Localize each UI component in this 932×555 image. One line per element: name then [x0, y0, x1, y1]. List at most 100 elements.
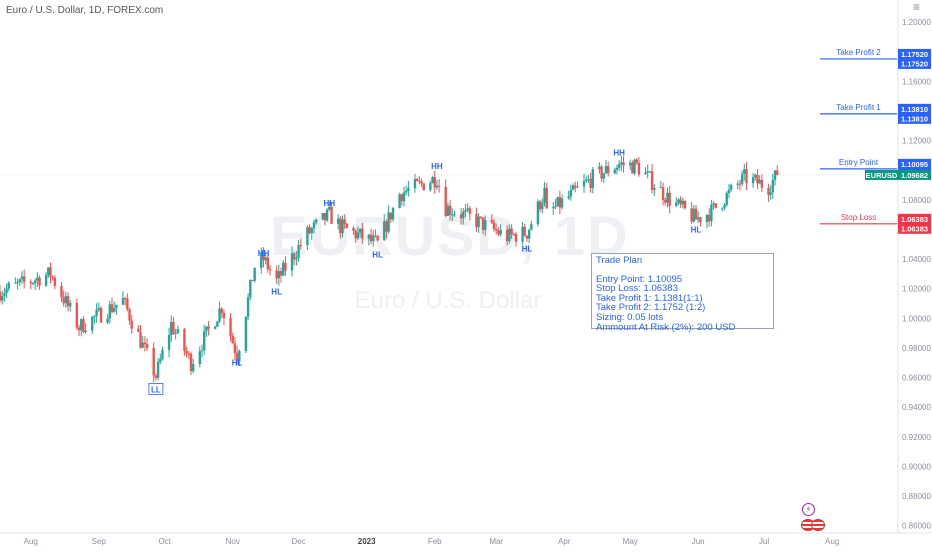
candle-body	[0, 296, 4, 301]
candle-body	[95, 309, 98, 317]
candle-body	[591, 169, 595, 188]
level-label: Stop Loss	[841, 213, 877, 222]
candle-body	[268, 269, 272, 271]
candle-body	[389, 212, 393, 220]
candle-body	[84, 330, 87, 333]
candle-body	[282, 262, 285, 276]
candle-body	[448, 205, 452, 215]
price-tick-label: 1.12000	[902, 137, 931, 146]
candle-body	[222, 312, 226, 319]
candle-body	[156, 361, 160, 378]
candle-body	[192, 363, 195, 372]
candle-body	[233, 343, 237, 354]
bolt-icon[interactable]: ⚡	[802, 503, 815, 516]
candle-body	[479, 216, 483, 218]
candle-body	[646, 171, 649, 173]
candle-body	[218, 308, 221, 322]
candle-body	[383, 221, 386, 241]
candle-body	[220, 308, 223, 313]
candle-body	[560, 198, 564, 208]
badge-background	[898, 48, 931, 69]
candle-body	[582, 181, 586, 187]
pivot-label: HL	[522, 245, 533, 254]
candle-body	[510, 228, 513, 235]
candle-body	[433, 177, 436, 188]
candle-body	[275, 270, 278, 279]
price-tick-label: 0.88000	[902, 492, 931, 501]
candle-body	[128, 309, 131, 321]
price-axis[interactable]: 0.86000 0.88000 0.90000 0.92000 0.94000 0.960…	[897, 0, 931, 533]
candle-body	[189, 353, 193, 372]
menu-icon[interactable]: ≡	[912, 0, 920, 14]
candle-body	[556, 197, 559, 207]
trade-plan-line: Sizing: 0.05 lots	[596, 311, 664, 323]
candle-body	[740, 173, 744, 184]
candle-body	[216, 321, 219, 327]
last-price-value: 1.09682	[901, 171, 928, 180]
candle-body	[112, 308, 116, 312]
candle-body	[745, 169, 748, 184]
candle-body	[648, 171, 652, 173]
pivot-box	[148, 382, 164, 395]
time-tick-label: Feb	[428, 537, 442, 546]
candle-body	[369, 234, 373, 242]
price-tick-label: 1.00000	[902, 314, 931, 323]
candle-body	[666, 192, 669, 203]
us-flag-icon[interactable]	[811, 519, 825, 531]
candle-body	[97, 307, 101, 310]
candle-body	[123, 298, 127, 300]
candle-body	[18, 279, 21, 283]
price-tick-label: 1.02000	[902, 285, 931, 294]
pivot-label: HH	[613, 148, 625, 157]
candle-body	[758, 179, 761, 184]
candle-body	[106, 318, 109, 323]
price-tick-label: 1.16000	[902, 77, 931, 86]
candle-body	[279, 271, 283, 276]
candle-body	[310, 228, 313, 234]
time-tick-label: Jul	[759, 537, 769, 546]
level-label: Entry Point	[839, 158, 879, 167]
time-tick-label: Oct	[158, 537, 171, 546]
candle-body	[391, 207, 395, 220]
candle-body	[771, 179, 775, 193]
badge-price: 1.06383	[901, 224, 928, 233]
candle-body	[297, 245, 300, 258]
price-tick-label: 1.08000	[902, 196, 931, 205]
badge-price: 1.06383	[901, 215, 928, 224]
price-tick-label: 0.86000	[902, 522, 931, 531]
candle-body	[707, 214, 711, 222]
candle-body	[664, 199, 667, 203]
candle-body	[244, 316, 248, 351]
time-axis[interactable]: Aug Sep Oct Nov Dec 2023 Feb Mar Apr May Jun Jul Aug	[0, 532, 932, 546]
candle-body	[82, 319, 85, 333]
candlestick-series	[0, 155, 779, 383]
candle-body	[675, 202, 678, 206]
candle-body	[538, 201, 542, 210]
candle-body	[415, 179, 419, 181]
candle-body	[679, 199, 682, 205]
candle-body	[776, 170, 779, 176]
candle-body	[541, 202, 544, 210]
candle-body	[93, 316, 96, 318]
candle-body	[277, 271, 281, 279]
candle-body	[617, 164, 621, 168]
candle-body	[613, 169, 616, 174]
candle-body	[330, 206, 333, 224]
candle-body	[468, 208, 472, 214]
candle-body	[264, 257, 267, 261]
candle-body	[769, 192, 772, 195]
time-tick-label: Dec	[291, 537, 305, 546]
candle-body	[314, 219, 318, 223]
candle-body	[336, 218, 340, 224]
candle-body	[446, 205, 450, 216]
candle-body	[650, 171, 654, 190]
time-tick-label: Aug	[24, 537, 38, 546]
candle-body	[437, 185, 441, 187]
pivot-label: HH	[324, 199, 336, 208]
candle-body	[760, 179, 764, 188]
